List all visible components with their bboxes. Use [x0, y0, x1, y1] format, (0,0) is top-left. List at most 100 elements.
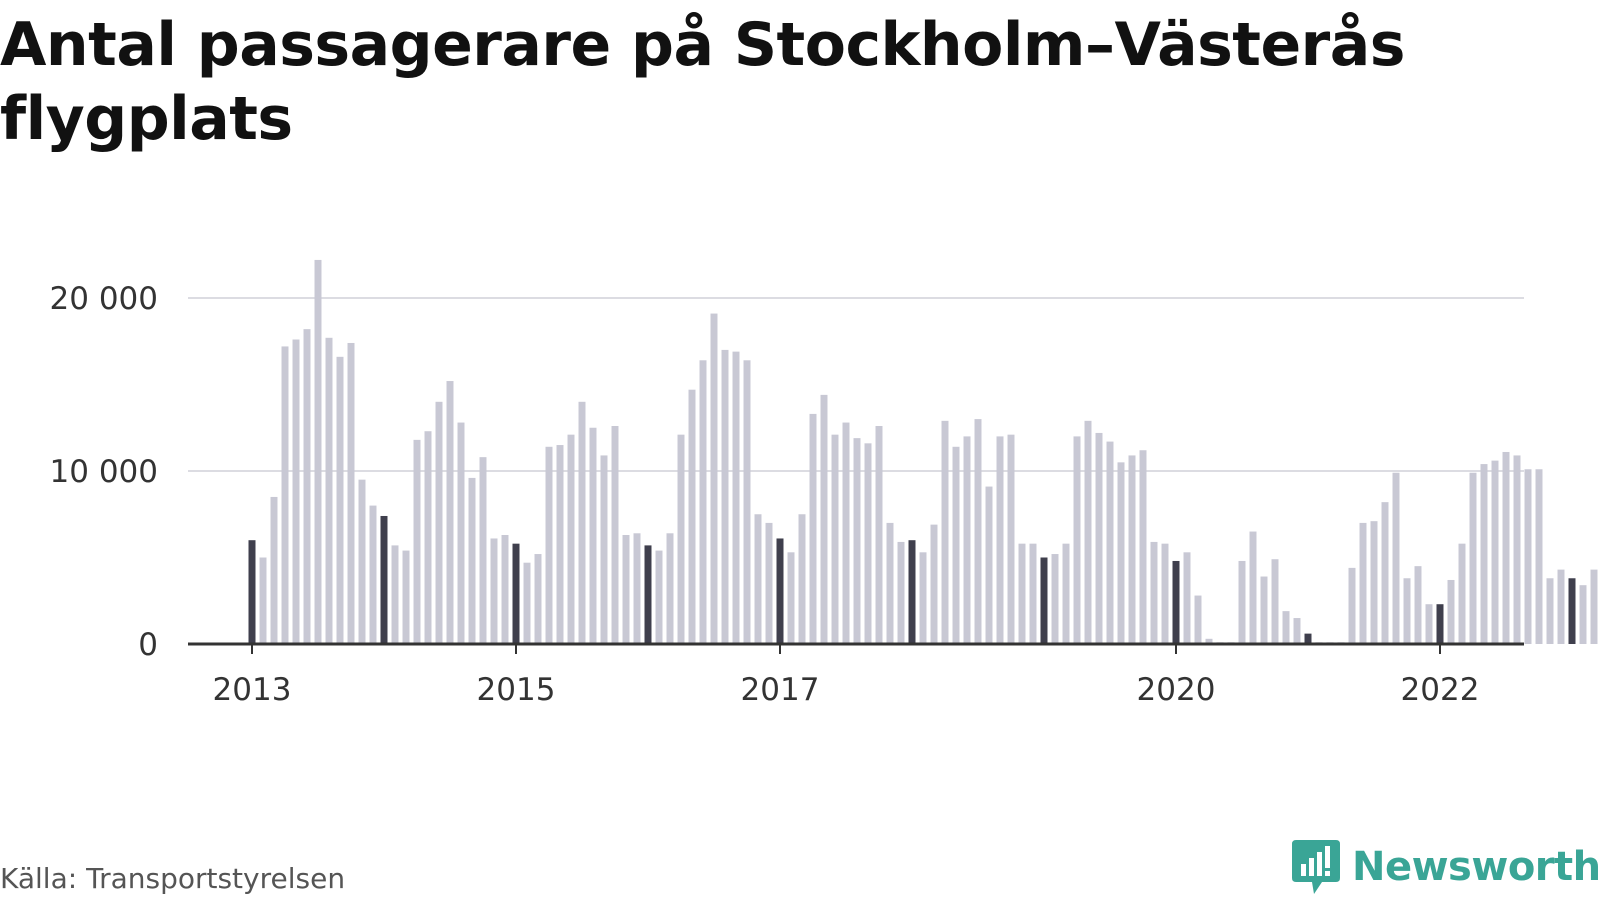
bar	[314, 259, 322, 644]
bar	[578, 401, 586, 644]
bar	[556, 445, 564, 644]
bar	[930, 524, 938, 644]
bar	[952, 446, 960, 644]
bar	[1513, 455, 1521, 644]
bar	[270, 496, 278, 644]
bar	[457, 422, 465, 644]
bar	[1348, 567, 1356, 644]
bar	[490, 538, 498, 644]
bar	[1249, 531, 1257, 644]
bar	[699, 360, 707, 644]
bar	[655, 550, 663, 644]
bar	[754, 514, 762, 644]
bar	[1403, 578, 1411, 644]
bar	[1535, 469, 1543, 644]
bar	[886, 522, 894, 644]
bar	[688, 389, 696, 644]
bar	[413, 439, 421, 644]
bar	[567, 434, 575, 644]
bar	[534, 554, 542, 644]
axes	[188, 642, 1524, 654]
january-bar	[908, 540, 916, 644]
bar	[1425, 604, 1433, 644]
bar	[589, 427, 597, 644]
bar	[1590, 569, 1598, 644]
bar	[864, 443, 872, 644]
bar	[941, 420, 949, 644]
bar	[1293, 618, 1301, 644]
january-bar	[776, 538, 784, 644]
bar	[369, 505, 377, 644]
bar	[677, 434, 685, 644]
y-tick-label: 10 000	[50, 454, 158, 490]
bar	[820, 394, 828, 644]
bar	[523, 562, 531, 644]
bar	[1359, 522, 1367, 644]
bar	[1117, 462, 1125, 644]
bar	[292, 339, 300, 644]
bar	[1491, 460, 1499, 644]
bar	[303, 329, 311, 644]
january-bar	[1040, 557, 1048, 644]
bar	[1557, 569, 1565, 644]
bar	[336, 356, 344, 644]
bar	[1128, 455, 1136, 644]
bar	[710, 313, 718, 644]
bar	[1392, 472, 1400, 644]
bar	[963, 436, 971, 644]
january-bar	[1436, 604, 1444, 644]
bar	[1260, 576, 1268, 644]
bar	[985, 486, 993, 644]
bar	[798, 514, 806, 644]
bar	[666, 533, 674, 644]
bar	[853, 438, 861, 644]
bar	[446, 381, 454, 644]
bar	[787, 552, 795, 644]
bar	[281, 346, 289, 644]
bar	[1106, 441, 1114, 644]
bar	[897, 541, 905, 644]
bar	[732, 351, 740, 644]
bar	[1546, 578, 1554, 644]
newsworthy-logo-icon	[1292, 840, 1340, 894]
y-tick-label: 20 000	[50, 281, 158, 317]
bar	[600, 455, 608, 644]
bar	[1480, 464, 1488, 644]
bar	[1282, 611, 1290, 644]
january-bar	[644, 545, 652, 644]
source-note: Källa: Transportstyrelsen	[0, 862, 346, 895]
x-tick-label: 2017	[741, 672, 820, 708]
bar	[974, 419, 982, 644]
bar	[259, 557, 267, 644]
bar	[1183, 552, 1191, 644]
brand[interactable]: Newsworthy	[1290, 838, 1600, 896]
bar	[611, 426, 619, 644]
bar	[743, 360, 751, 644]
bar	[996, 436, 1004, 644]
bar	[622, 535, 630, 644]
bar	[1205, 638, 1213, 644]
bar	[831, 434, 839, 644]
bar	[919, 552, 927, 644]
bar	[875, 426, 883, 644]
brand-name: Newsworthy	[1352, 844, 1600, 890]
january-bar	[248, 540, 256, 644]
bar	[1161, 543, 1169, 644]
bar	[435, 401, 443, 644]
january-bar	[1172, 560, 1180, 644]
bar	[1447, 579, 1455, 644]
bar	[1414, 566, 1422, 644]
bar	[1502, 451, 1510, 644]
bar	[402, 550, 410, 644]
bar	[842, 422, 850, 644]
chart-title: Antal passagerare på Stockholm–Västerås …	[0, 10, 1405, 154]
x-tick-label: 2022	[1401, 672, 1480, 708]
bar	[501, 535, 509, 644]
bar	[1194, 595, 1202, 644]
january-bar	[512, 543, 520, 644]
x-tick-label: 2015	[477, 672, 556, 708]
bar	[1051, 554, 1059, 644]
bar	[1062, 543, 1070, 644]
